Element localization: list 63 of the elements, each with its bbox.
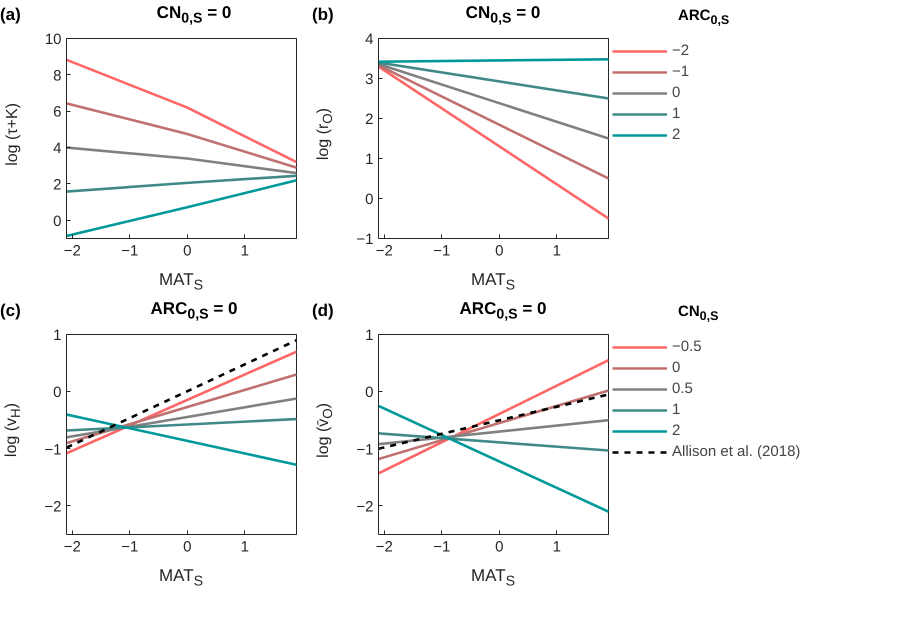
y-tick-label: −1: [44, 441, 62, 458]
x-tick-label: 0: [183, 242, 192, 260]
y-tick-label: 4: [53, 140, 62, 158]
y-tick-label: 0: [53, 212, 62, 230]
legend-label: 1: [672, 105, 682, 122]
x-axis-title: MAT$_{S}$: [470, 565, 516, 592]
y-tick-label: −2: [44, 498, 62, 516]
y-tick-label: 3: [365, 71, 374, 88]
legend-label: 0: [672, 359, 682, 376]
x-tick-label: 0: [495, 538, 504, 556]
text: ARC$_{0,S}$: [678, 7, 730, 28]
chart-title: ARC$_{0,S}$ = 0: [150, 298, 238, 325]
text: (a): [0, 4, 21, 26]
y-tick-label: 8: [53, 67, 62, 84]
y-tick-label: 1: [365, 151, 374, 168]
legend-title: CN$_{0,S}$: [678, 302, 718, 326]
y-tick-label: 2: [53, 176, 62, 194]
y-tick-label: 6: [53, 104, 62, 121]
x-tick-label: −2: [64, 242, 81, 260]
y-tick-label: −2: [356, 498, 374, 516]
y-tick-label: −1: [356, 231, 374, 248]
y-tick-label: 0: [53, 384, 62, 402]
x-tick-label: 1: [552, 538, 561, 556]
text: (d): [312, 300, 334, 322]
y-tick-label: −1: [356, 441, 374, 458]
legend-label: 2: [672, 422, 682, 439]
y-tick-label: 4: [365, 31, 374, 48]
x-tick-label: −2: [376, 242, 393, 260]
x-tick-label: 1: [552, 242, 561, 260]
legend-label: 0.5: [672, 380, 693, 397]
x-tick-label: 0: [183, 538, 192, 556]
y-tick-label: 2: [365, 111, 374, 128]
x-axis-title: MAT$_{S}$: [470, 269, 516, 296]
legend-label: 2: [672, 126, 682, 143]
x-tick-label: −2: [64, 538, 81, 556]
x-tick-label: −1: [121, 538, 138, 556]
x-tick-label: −1: [433, 538, 450, 556]
y-tick-label: 1: [53, 327, 62, 344]
legend-title: ARC$_{0,S}$: [460, 299, 518, 323]
x-tick-label: −2: [376, 538, 393, 556]
x-axis-title: MAT$_{S}$: [158, 565, 204, 592]
text: (c): [0, 300, 21, 322]
x-tick-label: −1: [433, 242, 450, 260]
text: (b): [312, 4, 334, 26]
legend-label: 1: [672, 401, 682, 418]
chart-title: CN$_{0,S}$ = 0: [156, 2, 232, 29]
y-axis-title: log (τ+K): [2, 102, 22, 166]
chart-title: = 0: [522, 299, 546, 318]
legend-label: −2: [672, 42, 690, 59]
y-tick-label: 0: [365, 384, 374, 402]
x-tick-label: 1: [240, 538, 249, 556]
legend-label: −1: [672, 63, 690, 80]
y-tick-label: 1: [365, 327, 374, 344]
chart-title: CN$_{0,S}$ = 0: [466, 2, 540, 29]
legend-label: −0.5: [672, 338, 702, 355]
x-tick-label: −1: [121, 242, 138, 260]
y-tick-label: 10: [44, 31, 62, 48]
x-axis-title: MAT$_{S}$: [158, 269, 204, 296]
y-tick-label: 0: [365, 191, 374, 208]
legend-label: 0: [672, 84, 682, 101]
x-tick-label: 1: [240, 242, 249, 260]
x-tick-label: 0: [495, 242, 504, 260]
legend-label: Allison et al. (2018): [672, 443, 800, 460]
